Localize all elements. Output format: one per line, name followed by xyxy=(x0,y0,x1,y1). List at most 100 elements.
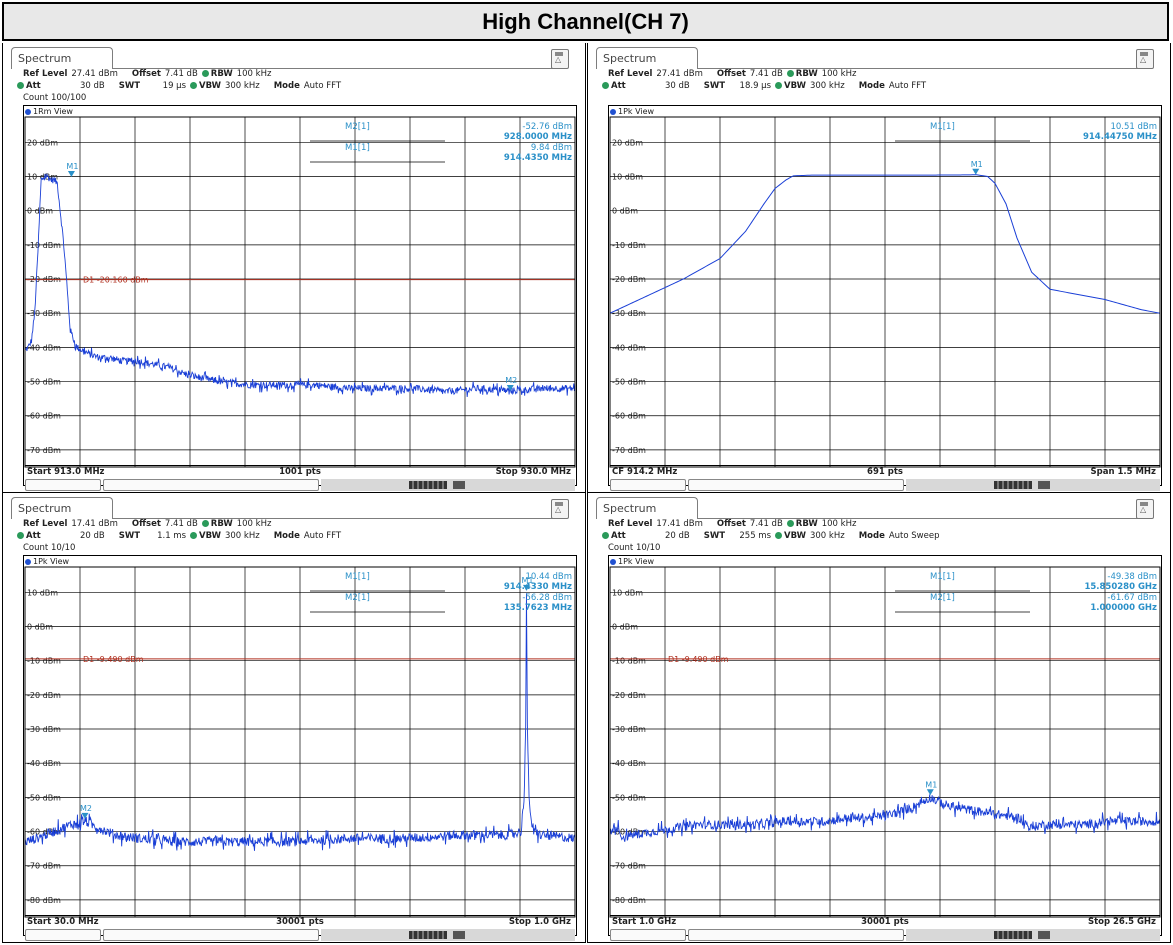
y-tick-label: 10 dBm xyxy=(27,588,58,597)
y-tick-label: -80 dBm xyxy=(27,896,61,905)
y-tick-label: -50 dBm xyxy=(612,378,646,387)
swt-value: 19 µs xyxy=(162,81,187,91)
settings-row-3: Count 10/10 xyxy=(17,543,75,553)
trace-indicator-icon xyxy=(25,558,31,565)
sweep-count: Count 10/10 xyxy=(608,543,661,553)
trace-view-text: 1Pk View xyxy=(618,107,655,116)
sweep-count: Count 100/100 xyxy=(23,93,87,103)
status-indicator-icon xyxy=(994,931,1032,939)
trace-1 xyxy=(25,172,575,398)
marker-triangle[interactable] xyxy=(81,812,89,819)
marker-triangle[interactable] xyxy=(67,171,75,178)
plot-border xyxy=(609,566,1161,918)
marker-table-freq: 914.4350 MHz xyxy=(504,153,572,163)
marker-table-name: M2[1] xyxy=(930,593,955,603)
marker-triangle[interactable] xyxy=(506,384,514,391)
ref-level-value: 27.41 dBm xyxy=(71,69,118,79)
y-tick-label: -10 dBm xyxy=(27,241,61,250)
y-tick-label: -10 dBm xyxy=(612,241,646,250)
x-start-label: Start 1.0 GHz xyxy=(612,917,677,927)
settings-row-2: Att 20 dB SWT 255 ms VBW 300 kHz Mode Auto Swee… xyxy=(602,531,939,541)
swt-label: SWT xyxy=(118,531,141,541)
att-coupled-icon xyxy=(602,82,609,89)
x-start-label: Start 30.0 MHz xyxy=(27,917,99,927)
display-line-label: D1 -9.490 dBm xyxy=(668,655,729,664)
y-tick-label: -80 dBm xyxy=(612,896,646,905)
vbw-coupled-icon xyxy=(775,532,783,539)
y-tick-label: -30 dBm xyxy=(27,309,61,318)
att-coupled-icon xyxy=(17,82,24,89)
display-line-label: D1 -9.490 dBm xyxy=(83,655,144,664)
trace-indicator-icon xyxy=(25,108,31,115)
trace-view-label: 1Pk View xyxy=(610,557,654,566)
spectrum-tab[interactable]: Spectrum xyxy=(11,497,113,519)
y-tick-label: -40 dBm xyxy=(27,759,61,768)
settings-row-3 xyxy=(602,93,608,103)
offset-value: 7.41 dB xyxy=(164,519,198,529)
settings-row-2: Att 20 dB SWT 1.1 ms VBW 300 kHz Mode Auto FFT xyxy=(17,531,341,541)
sweep-count: Count 10/10 xyxy=(23,543,76,553)
offset-value: 7.41 dB xyxy=(164,69,198,79)
marker-triangle[interactable] xyxy=(972,168,980,175)
y-tick-label: -30 dBm xyxy=(27,725,61,734)
ref-level-label: Ref Level xyxy=(608,69,653,79)
settings-row-1: Ref Level 17.41 dBm Offset 7.41 dB RBW 100 kH… xyxy=(17,519,271,529)
y-tick-label: -40 dBm xyxy=(27,343,61,352)
status-progress xyxy=(906,479,1160,491)
marker-table-name: M1[1] xyxy=(930,572,955,582)
trace-view-text: 1Pk View xyxy=(618,557,655,566)
marker-label: M1 xyxy=(971,160,983,169)
spectrum-plot: 20 dBm 10 dBm 0 dBm -10 dBm -20 dBm -30 dBm -4… xyxy=(609,116,1161,468)
spectrum-plot: 10 dBm 0 dBm -10 dBm -20 dBm -30 dBm -40 dBm -… xyxy=(609,566,1161,918)
plot-border xyxy=(609,116,1161,468)
x-stop-label: Stop 930.0 MHz xyxy=(495,467,571,477)
ref-level-label: Ref Level xyxy=(23,69,68,79)
marker-table-freq: 914.44750 MHz xyxy=(1083,132,1157,142)
spectrum-tab[interactable]: Spectrum xyxy=(596,497,698,519)
sweep-footer: Start 913.0 MHz 1001 pts Stop 930.0 MHz xyxy=(25,465,575,478)
spectrum-tab[interactable]: Spectrum xyxy=(11,47,113,69)
marker-triangle[interactable] xyxy=(926,789,934,796)
offset-label: Offset xyxy=(131,69,161,79)
marker-triangle[interactable] xyxy=(522,584,530,591)
marker-table-value: 10.51 dBm xyxy=(1110,122,1157,132)
window-restore-icon[interactable] xyxy=(551,499,569,519)
att-value: 30 dB xyxy=(664,81,690,91)
trace-view-label: 1Pk View xyxy=(610,107,654,116)
y-tick-label: 10 dBm xyxy=(27,173,58,182)
window-restore-icon[interactable] xyxy=(1136,499,1154,519)
ref-level-label: Ref Level xyxy=(23,519,68,529)
trace-view-text: 1Rm View xyxy=(33,107,73,116)
instrument-settings: Ref Level 27.41 dBm Offset 7.41 dB RBW 100 kH… xyxy=(602,69,1082,105)
marker-table-value: -52.76 dBm xyxy=(522,122,572,132)
y-tick-label: 0 dBm xyxy=(612,623,638,632)
y-tick-label: -60 dBm xyxy=(612,828,646,837)
sweep-footer: CF 914.2 MHz 691 pts Span 1.5 MHz xyxy=(610,465,1160,478)
trace-1 xyxy=(610,794,1160,842)
y-tick-label: 0 dBm xyxy=(27,623,53,632)
plot-border xyxy=(24,116,576,468)
spectrum-tab[interactable]: Spectrum xyxy=(596,47,698,69)
att-label: Att xyxy=(26,531,41,541)
y-tick-label: -20 dBm xyxy=(612,275,646,284)
trace-view-text: 1Pk View xyxy=(33,557,70,566)
window-restore-icon[interactable] xyxy=(1136,49,1154,69)
rbw-coupled-icon xyxy=(786,70,794,77)
rbw-value: 100 kHz xyxy=(236,519,272,529)
instrument-settings: Ref Level 17.41 dBm Offset 7.41 dB RBW 100 kH… xyxy=(602,519,1082,555)
att-value: 30 dB xyxy=(79,81,105,91)
status-field xyxy=(103,479,319,491)
window-restore-icon[interactable] xyxy=(551,49,569,69)
y-tick-label: -20 dBm xyxy=(27,691,61,700)
y-tick-label: -10 dBm xyxy=(27,657,61,666)
status-field xyxy=(25,479,101,491)
mode-label: Mode xyxy=(273,531,300,541)
y-tick-label: -70 dBm xyxy=(27,446,61,455)
marker-table-name: M2[1] xyxy=(345,593,370,603)
marker-label: M2 xyxy=(80,804,92,813)
status-indicator-icon xyxy=(1038,481,1050,489)
trace-1 xyxy=(610,174,1160,314)
